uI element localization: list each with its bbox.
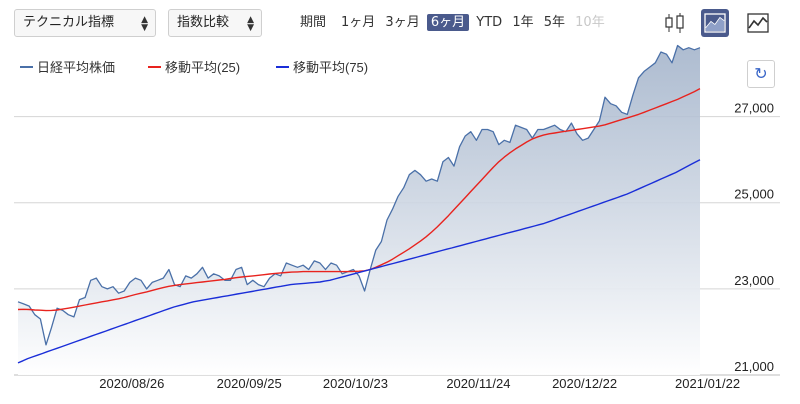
period-1y-button[interactable]: 1年	[512, 15, 534, 30]
x-tick-label: 2020/08/26	[99, 376, 164, 391]
y-tick-label: 25,000	[734, 187, 774, 202]
period-buttons: 1ヶ月 3ヶ月 6ヶ月 YTD 1年 5年 10年	[338, 12, 608, 34]
period-5y-button[interactable]: 5年	[543, 15, 566, 30]
period-10y-button[interactable]: 10年	[575, 15, 605, 30]
x-tick-label: 2020/12/22	[552, 376, 617, 391]
candlestick-chart-button[interactable]	[661, 9, 689, 37]
period-1m-button[interactable]: 1ヶ月	[341, 15, 376, 30]
ma25-line	[17, 87, 701, 312]
legend-label: 日経平均株価	[37, 60, 115, 75]
index-compare-select[interactable]: 指数比較 ▲ ▼	[168, 9, 262, 37]
price-line	[17, 44, 701, 346]
select-updown-icon: ▲ ▼	[141, 15, 148, 33]
select-updown-icon: ▲ ▼	[247, 15, 254, 33]
y-tick-label: 23,000	[734, 273, 774, 288]
candlestick-chart-icon	[665, 13, 684, 33]
area-chart-button[interactable]	[701, 9, 729, 37]
x-tick-label: 2020/09/25	[217, 376, 282, 391]
period-ytd-button[interactable]: YTD	[476, 15, 503, 30]
price-area-fill	[18, 45, 700, 375]
legend-label: 移動平均(75)	[293, 60, 368, 75]
refresh-icon: ↻	[754, 64, 768, 83]
legend-label: 移動平均(25)	[165, 60, 240, 75]
period-6m-button[interactable]: 6ヶ月	[426, 14, 470, 31]
y-tick-label: 21,000	[734, 359, 774, 374]
index-compare-select-value: 指数比較	[177, 15, 230, 30]
period-3m-button[interactable]: 3ヶ月	[385, 15, 420, 30]
area-chart-icon	[704, 13, 726, 33]
refresh-button[interactable]: ↻	[747, 60, 775, 88]
x-tick-label: 2020/11/24	[446, 376, 510, 391]
x-tick-label: 2020/10/23	[323, 376, 388, 391]
ma75-line	[17, 159, 701, 364]
technical-indicator-select[interactable]: テクニカル指標 ▲ ▼	[14, 9, 156, 37]
technical-indicator-select-value: テクニカル指標	[23, 15, 115, 30]
line-chart-button[interactable]	[744, 9, 772, 37]
line-chart-icon	[747, 13, 769, 33]
period-label: 期間	[300, 15, 327, 30]
x-tick-label: 2021/01/22	[675, 376, 740, 391]
y-tick-label: 27,000	[734, 101, 774, 116]
